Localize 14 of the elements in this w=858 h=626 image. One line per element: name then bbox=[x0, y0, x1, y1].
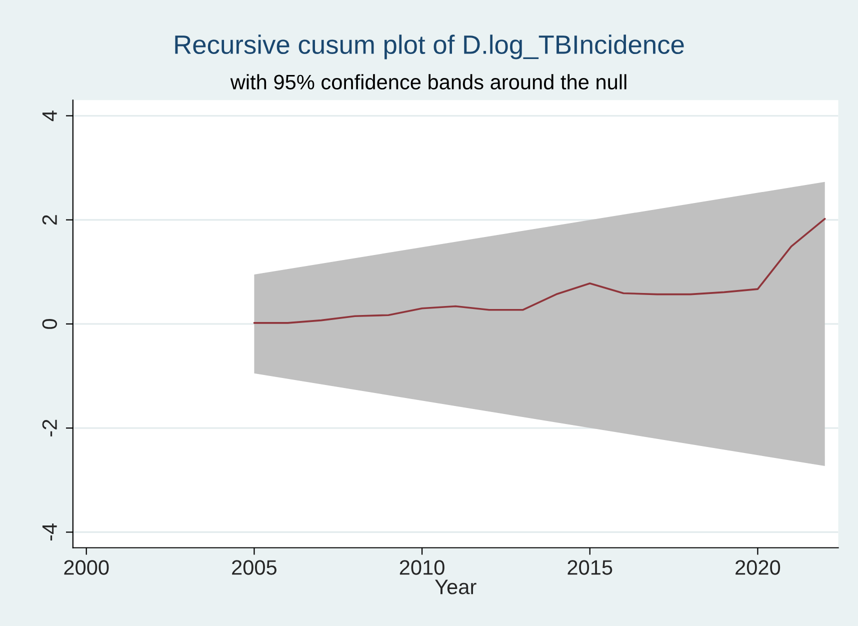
y-tick-label: 0 bbox=[42, 318, 58, 329]
chart-title: Recursive cusum plot of D.log_TBIncidence bbox=[175, 34, 684, 60]
x-tick-label: 2005 bbox=[232, 560, 276, 575]
y-tick-label: 2 bbox=[42, 215, 57, 225]
y-tick-label: -4 bbox=[42, 523, 57, 540]
x-axis-title: Year bbox=[435, 580, 476, 594]
y-tick-label: -2 bbox=[42, 420, 57, 436]
x-tick-label: 2000 bbox=[64, 560, 109, 575]
x-tick-label: 2010 bbox=[400, 560, 444, 575]
x-tick-label: 2015 bbox=[568, 560, 612, 575]
y-tick-label: 4 bbox=[42, 110, 57, 122]
chart-subtitle: with 95% confidence bands around the null bbox=[230, 74, 626, 90]
x-tick-label: 2020 bbox=[736, 560, 780, 575]
line-series bbox=[253, 218, 826, 324]
